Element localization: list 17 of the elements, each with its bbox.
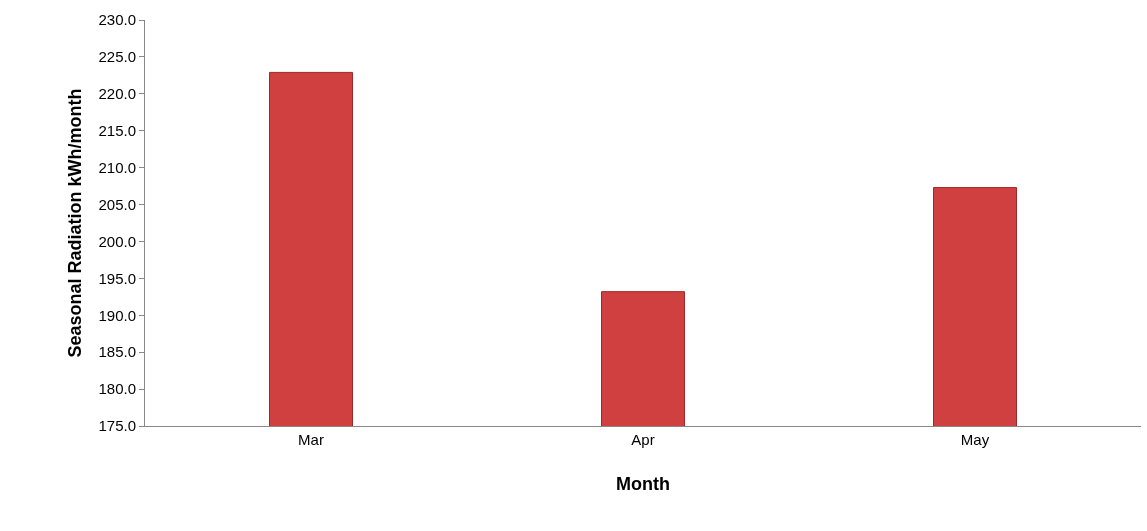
y-tick-label: 175.0 bbox=[98, 417, 136, 435]
y-tick-label: 205.0 bbox=[98, 195, 136, 213]
x-tick-label: Mar bbox=[298, 431, 324, 448]
y-tick-label: 215.0 bbox=[98, 121, 136, 139]
y-tick-label: 225.0 bbox=[98, 48, 136, 66]
y-tick-label: 185.0 bbox=[98, 343, 136, 361]
y-tick-label: 230.0 bbox=[98, 11, 136, 29]
x-tick-label: May bbox=[960, 431, 990, 448]
y-tick-label: 220.0 bbox=[98, 85, 136, 103]
y-axis-title: Seasonal Radiation kWh/month bbox=[64, 88, 85, 358]
y-tick-label: 210.0 bbox=[98, 158, 136, 176]
x-tick-label: Apr bbox=[631, 431, 655, 448]
y-tick-label: 180.0 bbox=[98, 380, 136, 398]
y-tick-label: 195.0 bbox=[98, 269, 136, 287]
x-axis-title: Month bbox=[616, 474, 670, 495]
y-tick-label: 200.0 bbox=[98, 232, 136, 250]
y-tick-label: 190.0 bbox=[98, 306, 136, 324]
